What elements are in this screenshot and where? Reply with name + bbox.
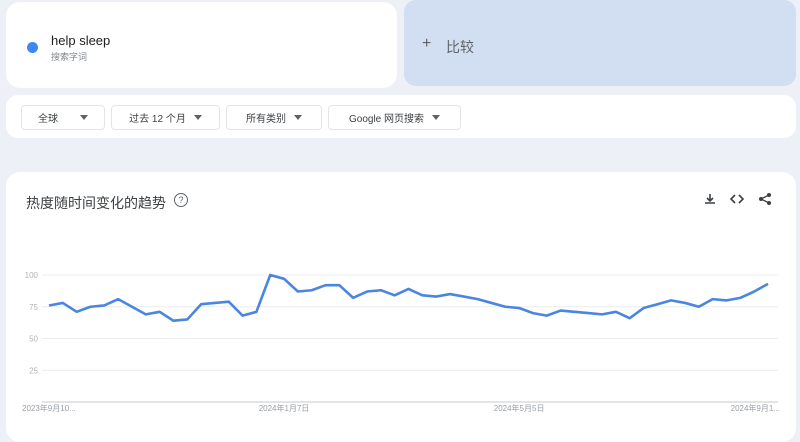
data-point[interactable] (641, 305, 647, 311)
data-point[interactable] (668, 297, 674, 303)
data-point[interactable] (253, 309, 259, 315)
data-point[interactable] (336, 282, 342, 288)
data-point[interactable] (461, 294, 467, 300)
data-point[interactable] (737, 295, 743, 301)
data-point[interactable] (599, 311, 605, 317)
data-point[interactable] (129, 304, 135, 310)
data-point[interactable] (516, 305, 522, 311)
data-point[interactable] (295, 289, 301, 295)
help-icon[interactable]: ? (174, 193, 188, 207)
data-point[interactable] (530, 310, 536, 316)
y-tick-label: 100 (25, 271, 39, 280)
data-point[interactable] (419, 292, 425, 298)
trend-chart[interactable]: 100 75 50 25 2023年9月10... 2024年1月7日 2024年5月5日 2… (0, 0, 800, 432)
data-point[interactable] (157, 309, 163, 315)
x-tick-label: 2024年1月7日 (259, 403, 310, 413)
data-point[interactable] (571, 309, 577, 315)
data-point[interactable] (710, 296, 716, 302)
y-tick-label: 50 (29, 335, 38, 344)
embed-code-icon[interactable] (729, 192, 745, 209)
dropdown-caret-icon (193, 115, 202, 120)
search-type-filter-label: Google 网页搜索 (348, 114, 425, 125)
data-point[interactable] (323, 282, 329, 288)
data-point[interactable] (433, 294, 439, 300)
data-point[interactable] (475, 296, 481, 302)
time-range-filter[interactable]: 过去 12 个月 (111, 105, 220, 130)
data-point[interactable] (46, 302, 52, 308)
search-term-type: 搜索字词 (51, 52, 88, 62)
data-point[interactable] (558, 308, 564, 314)
data-point[interactable] (682, 300, 688, 306)
category-filter-label: 所有类别 (246, 114, 286, 125)
data-point[interactable] (544, 313, 550, 319)
y-tick-label: 75 (29, 303, 38, 312)
dropdown-caret-icon (294, 115, 302, 120)
data-point[interactable] (212, 300, 218, 306)
compare-button[interactable]: + 比较 (404, 0, 796, 86)
plus-icon: + (422, 35, 432, 52)
data-point[interactable] (281, 276, 287, 282)
data-point[interactable] (696, 304, 702, 310)
data-point[interactable] (60, 300, 66, 306)
data-point[interactable] (502, 304, 508, 310)
data-point[interactable] (240, 313, 246, 319)
data-point[interactable] (198, 301, 204, 307)
share-icon[interactable] (758, 192, 772, 209)
data-point[interactable] (627, 315, 633, 321)
download-icon[interactable] (703, 192, 717, 209)
data-point[interactable] (585, 310, 591, 316)
data-point[interactable] (488, 300, 494, 306)
data-point[interactable] (751, 289, 757, 295)
data-point[interactable] (378, 287, 384, 293)
search-term-card[interactable]: help sleep 搜索字词 (6, 2, 397, 88)
filter-bar: 全球 过去 12 个月 所有类别 Google 网页搜索 (6, 95, 796, 138)
data-point[interactable] (447, 291, 453, 297)
data-point[interactable] (184, 316, 190, 322)
series-line (48, 273, 769, 323)
time-range-filter-label: 过去 12 个月 (129, 114, 186, 125)
data-point[interactable] (170, 318, 176, 324)
series-color-dot (27, 42, 38, 53)
x-tick-label: 2023年9月10... (22, 403, 76, 413)
data-point[interactable] (392, 292, 398, 298)
category-filter[interactable]: 所有类别 (226, 105, 322, 130)
search-type-filter[interactable]: Google 网页搜索 (328, 105, 461, 130)
data-point[interactable] (364, 289, 370, 295)
data-point[interactable] (101, 302, 107, 308)
dropdown-caret-icon (80, 115, 88, 120)
compare-label: 比较 (446, 39, 474, 55)
search-term-name[interactable]: help sleep (51, 33, 111, 48)
data-point[interactable] (74, 309, 80, 315)
data-point[interactable] (143, 311, 149, 317)
data-point[interactable] (724, 297, 730, 303)
data-point[interactable] (267, 272, 273, 278)
region-filter-label: 全球 (38, 114, 58, 125)
data-point[interactable] (406, 286, 412, 292)
region-filter[interactable]: 全球 (21, 105, 105, 130)
data-point[interactable] (765, 281, 771, 287)
data-point[interactable] (87, 304, 93, 310)
chart-title: 热度随时间变化的趋势 (26, 195, 166, 211)
data-point[interactable] (226, 299, 232, 305)
dropdown-caret-icon (432, 115, 441, 120)
data-point[interactable] (654, 301, 660, 307)
x-tick-label: 2024年5月5日 (494, 403, 545, 413)
data-point[interactable] (309, 287, 315, 293)
data-point[interactable] (613, 309, 619, 315)
y-tick-label: 25 (29, 366, 38, 375)
data-point[interactable] (350, 295, 356, 301)
data-point[interactable] (115, 296, 121, 302)
x-tick-label: 2024年9月1... (731, 403, 780, 413)
